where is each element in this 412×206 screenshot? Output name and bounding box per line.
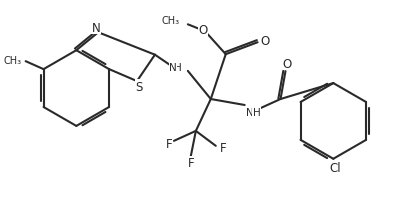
Text: N: N (169, 63, 177, 73)
Text: H: H (253, 108, 260, 117)
Text: F: F (166, 138, 172, 151)
Text: F: F (220, 142, 226, 154)
Text: N: N (92, 22, 101, 35)
Text: H: H (174, 63, 182, 73)
Text: O: O (260, 35, 269, 48)
Text: S: S (135, 80, 143, 93)
Text: CH₃: CH₃ (162, 16, 180, 26)
Text: Cl: Cl (330, 162, 341, 174)
Text: F: F (187, 157, 194, 170)
Text: O: O (198, 24, 208, 37)
Text: N: N (246, 108, 253, 117)
Text: CH₃: CH₃ (4, 56, 22, 66)
Text: O: O (283, 57, 292, 70)
